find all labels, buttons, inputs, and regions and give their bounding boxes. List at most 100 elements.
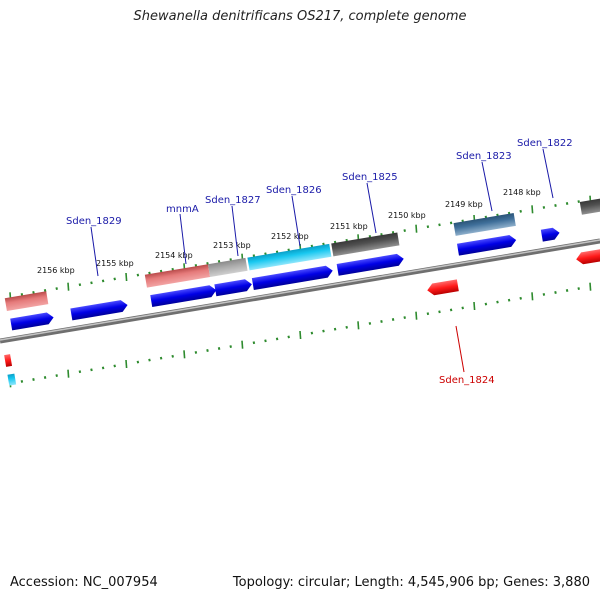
minor-tick xyxy=(496,300,499,304)
major-tick xyxy=(531,205,534,214)
major-tick xyxy=(125,272,128,282)
minor-tick xyxy=(43,376,47,379)
gene-label[interactable]: Sden_1824 xyxy=(439,375,495,386)
feature-bar-steel[interactable] xyxy=(453,213,516,236)
label-leaders xyxy=(90,148,554,373)
scale-label: 2155 kbp xyxy=(96,259,134,268)
gene-label[interactable]: Sden_1826 xyxy=(266,185,322,196)
gene-arrow-forward[interactable] xyxy=(214,278,252,297)
gene-label[interactable]: Sden_1829 xyxy=(66,216,122,227)
gene-label[interactable]: Sden_1822 xyxy=(517,138,573,149)
gene-arrow-forward[interactable] xyxy=(540,227,561,242)
minor-tick xyxy=(32,291,35,294)
minor-tick xyxy=(206,349,209,352)
gene-label[interactable]: Sden_1827 xyxy=(205,195,261,206)
minor-tick xyxy=(90,368,93,372)
scale-label: 2153 kbp xyxy=(213,241,251,250)
feature-bar-lightgray[interactable] xyxy=(207,257,248,278)
gene-arrow-forward[interactable] xyxy=(70,299,128,321)
major-tick xyxy=(67,282,70,291)
minor-tick xyxy=(519,296,522,300)
minor-tick xyxy=(310,331,314,335)
scale-label: 2154 kbp xyxy=(155,251,193,260)
genome-summary-text: Topology: circular; Length: 4,545,906 bp… xyxy=(232,575,590,590)
minor-tick xyxy=(438,310,441,314)
scale-label: 2151 kbp xyxy=(330,222,368,231)
minor-tick xyxy=(217,347,221,350)
leader-line xyxy=(90,226,99,277)
feature-bar-cyan[interactable] xyxy=(247,243,332,271)
minor-tick xyxy=(113,277,116,281)
gene-label[interactable]: Sden_1825 xyxy=(342,172,398,183)
minor-tick xyxy=(577,200,580,204)
feature-bar-pink[interactable] xyxy=(144,264,211,288)
minor-tick xyxy=(380,320,383,323)
minor-tick xyxy=(449,308,453,312)
accession-text: Accession: NC_007954 xyxy=(10,575,158,590)
minor-tick xyxy=(171,354,174,358)
gene-arrow-forward[interactable] xyxy=(10,311,54,331)
minor-tick xyxy=(403,229,406,233)
minor-tick xyxy=(345,325,348,329)
minor-tick xyxy=(252,341,256,345)
minor-tick xyxy=(148,358,151,362)
major-tick xyxy=(473,301,476,311)
minor-tick xyxy=(554,291,557,294)
minor-tick xyxy=(368,321,372,325)
leader-line xyxy=(455,325,465,373)
leader-line xyxy=(542,148,554,199)
minor-tick xyxy=(159,356,163,360)
major-tick xyxy=(589,282,592,291)
minor-tick xyxy=(565,289,569,292)
minor-tick xyxy=(32,378,35,381)
feature-bar-pink[interactable] xyxy=(4,291,49,312)
gene-arrow-cyan[interactable] xyxy=(7,373,17,386)
chromosome-backbone-highlight xyxy=(0,239,600,341)
gene-arrow-forward[interactable] xyxy=(251,265,334,290)
minor-tick xyxy=(322,329,325,333)
major-tick xyxy=(299,330,302,340)
minor-tick xyxy=(507,298,511,302)
minor-tick xyxy=(148,271,151,275)
map-title: Shewanella denitrificans OS217, complete… xyxy=(133,9,467,24)
minor-tick xyxy=(438,223,441,227)
minor-tick xyxy=(55,374,58,378)
gene-arrow-reverse[interactable] xyxy=(426,279,459,296)
minor-tick xyxy=(542,292,546,296)
minor-tick xyxy=(55,287,58,291)
gene-label[interactable]: mnmA xyxy=(166,204,199,215)
major-tick xyxy=(241,340,244,349)
minor-tick xyxy=(287,335,290,339)
scale-label: 2152 kbp xyxy=(271,232,309,241)
feature-bar-darkgray[interactable] xyxy=(579,196,600,215)
minor-tick xyxy=(101,279,105,283)
minor-tick xyxy=(484,302,488,306)
major-tick xyxy=(357,321,360,330)
minor-tick xyxy=(403,316,406,320)
minor-tick xyxy=(136,273,140,277)
gene-label[interactable]: Sden_1823 xyxy=(456,151,512,162)
minor-tick xyxy=(78,370,82,374)
leader-line xyxy=(291,195,301,247)
leader-line xyxy=(366,182,377,234)
gene-arrow-forward[interactable] xyxy=(150,284,217,307)
minor-tick xyxy=(577,287,580,291)
feature-bar-darkgray[interactable] xyxy=(331,232,400,257)
minor-tick xyxy=(554,204,557,207)
gene-arrow-forward[interactable] xyxy=(336,253,405,276)
leader-line xyxy=(231,205,239,257)
minor-tick xyxy=(449,221,453,225)
scale-label: 2149 kbp xyxy=(445,200,483,209)
inner-tick-row xyxy=(9,282,592,388)
major-tick xyxy=(183,350,186,359)
minor-tick xyxy=(43,289,47,292)
feature-band xyxy=(4,196,600,386)
minor-tick xyxy=(20,379,24,383)
gene-arrow-reverse[interactable] xyxy=(4,354,13,367)
major-tick xyxy=(415,224,418,233)
gene-arrow-forward[interactable] xyxy=(456,234,517,256)
minor-tick xyxy=(264,339,267,343)
minor-tick xyxy=(519,209,522,213)
gene-arrow-reverse[interactable] xyxy=(575,245,600,265)
